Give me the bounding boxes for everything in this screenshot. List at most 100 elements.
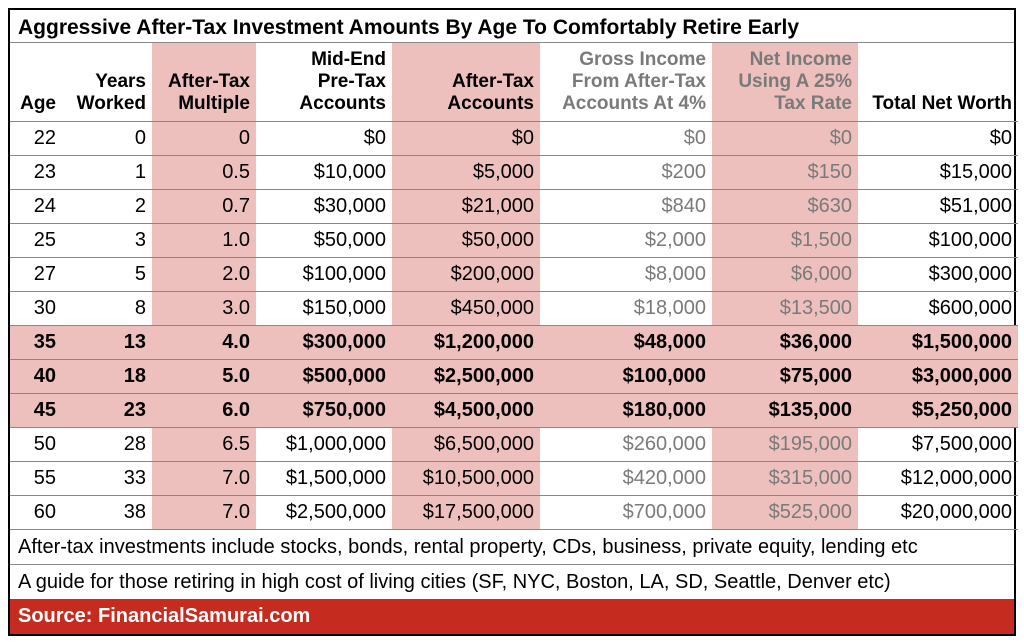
cell-gross: $200 [540, 155, 712, 189]
cell-aftertax: $5,000 [392, 155, 540, 189]
cell-aftertax: $17,500,000 [392, 495, 540, 529]
table-title: Aggressive After-Tax Investment Amounts … [10, 10, 1014, 43]
table-head: AgeYearsWorkedAfter-TaxMultipleMid-EndPr… [10, 43, 1018, 121]
table-row: 45236.0$750,000$4,500,000$180,000$135,00… [10, 393, 1018, 427]
footnote: A guide for those retiring in high cost … [10, 564, 1014, 599]
col-header-gross: Gross IncomeFrom After-TaxAccounts At 4% [540, 43, 712, 121]
cell-gross: $8,000 [540, 257, 712, 291]
cell-years: 2 [62, 189, 152, 223]
cell-years: 0 [62, 121, 152, 155]
table-row: 2752.0$100,000$200,000$8,000$6,000$300,0… [10, 257, 1018, 291]
col-header-net: Net IncomeUsing A 25%Tax Rate [712, 43, 858, 121]
cell-mult: 1.0 [152, 223, 256, 257]
cell-aftertax: $1,200,000 [392, 325, 540, 359]
table-row: 2531.0$50,000$50,000$2,000$1,500$100,000 [10, 223, 1018, 257]
cell-years: 23 [62, 393, 152, 427]
cell-age: 40 [10, 359, 62, 393]
cell-net: $195,000 [712, 427, 858, 461]
cell-gross: $18,000 [540, 291, 712, 325]
cell-gross: $420,000 [540, 461, 712, 495]
cell-net: $1,500 [712, 223, 858, 257]
cell-net: $315,000 [712, 461, 858, 495]
cell-net: $630 [712, 189, 858, 223]
table-row: 3083.0$150,000$450,000$18,000$13,500$600… [10, 291, 1018, 325]
col-header-age: Age [10, 43, 62, 121]
cell-years: 3 [62, 223, 152, 257]
cell-net: $0 [712, 121, 858, 155]
cell-pretax: $100,000 [256, 257, 392, 291]
cell-net: $150 [712, 155, 858, 189]
cell-age: 45 [10, 393, 62, 427]
cell-age: 25 [10, 223, 62, 257]
cell-net: $13,500 [712, 291, 858, 325]
investment-table: AgeYearsWorkedAfter-TaxMultipleMid-EndPr… [10, 43, 1018, 530]
source-attribution: Source: FinancialSamurai.com [10, 599, 1014, 634]
cell-gross: $100,000 [540, 359, 712, 393]
cell-aftertax: $2,500,000 [392, 359, 540, 393]
cell-pretax: $1,000,000 [256, 427, 392, 461]
cell-aftertax: $10,500,000 [392, 461, 540, 495]
cell-years: 1 [62, 155, 152, 189]
cell-mult: 7.0 [152, 461, 256, 495]
cell-age: 50 [10, 427, 62, 461]
cell-years: 5 [62, 257, 152, 291]
cell-networth: $51,000 [858, 189, 1018, 223]
cell-networth: $15,000 [858, 155, 1018, 189]
cell-gross: $180,000 [540, 393, 712, 427]
cell-years: 18 [62, 359, 152, 393]
cell-net: $525,000 [712, 495, 858, 529]
cell-pretax: $1,500,000 [256, 461, 392, 495]
cell-net: $135,000 [712, 393, 858, 427]
table-row: 2420.7$30,000$21,000$840$630$51,000 [10, 189, 1018, 223]
cell-networth: $0 [858, 121, 1018, 155]
cell-mult: 3.0 [152, 291, 256, 325]
cell-networth: $12,000,000 [858, 461, 1018, 495]
cell-networth: $3,000,000 [858, 359, 1018, 393]
cell-mult: 2.0 [152, 257, 256, 291]
cell-aftertax: $450,000 [392, 291, 540, 325]
cell-net: $75,000 [712, 359, 858, 393]
cell-years: 8 [62, 291, 152, 325]
cell-pretax: $10,000 [256, 155, 392, 189]
cell-gross: $260,000 [540, 427, 712, 461]
col-header-networth: Total Net Worth [858, 43, 1018, 121]
cell-years: 28 [62, 427, 152, 461]
cell-pretax: $750,000 [256, 393, 392, 427]
col-header-aftertax: After-TaxAccounts [392, 43, 540, 121]
cell-networth: $20,000,000 [858, 495, 1018, 529]
cell-networth: $1,500,000 [858, 325, 1018, 359]
footnotes: After-tax investments include stocks, bo… [10, 530, 1014, 599]
cell-aftertax: $4,500,000 [392, 393, 540, 427]
cell-mult: 0.5 [152, 155, 256, 189]
cell-years: 33 [62, 461, 152, 495]
cell-mult: 7.0 [152, 495, 256, 529]
table-row: 55337.0$1,500,000$10,500,000$420,000$315… [10, 461, 1018, 495]
cell-aftertax: $50,000 [392, 223, 540, 257]
table-body: 2200$0$0$0$0$02310.5$10,000$5,000$200$15… [10, 121, 1018, 529]
cell-aftertax: $0 [392, 121, 540, 155]
cell-aftertax: $6,500,000 [392, 427, 540, 461]
header-row: AgeYearsWorkedAfter-TaxMultipleMid-EndPr… [10, 43, 1018, 121]
col-header-mult: After-TaxMultiple [152, 43, 256, 121]
cell-mult: 0.7 [152, 189, 256, 223]
cell-gross: $0 [540, 121, 712, 155]
cell-mult: 6.0 [152, 393, 256, 427]
col-header-pretax: Mid-EndPre-TaxAccounts [256, 43, 392, 121]
table-row: 40185.0$500,000$2,500,000$100,000$75,000… [10, 359, 1018, 393]
cell-age: 60 [10, 495, 62, 529]
cell-pretax: $300,000 [256, 325, 392, 359]
cell-age: 22 [10, 121, 62, 155]
cell-age: 55 [10, 461, 62, 495]
cell-gross: $700,000 [540, 495, 712, 529]
cell-mult: 4.0 [152, 325, 256, 359]
table-row: 60387.0$2,500,000$17,500,000$700,000$525… [10, 495, 1018, 529]
cell-pretax: $0 [256, 121, 392, 155]
cell-networth: $5,250,000 [858, 393, 1018, 427]
cell-years: 13 [62, 325, 152, 359]
cell-mult: 5.0 [152, 359, 256, 393]
cell-age: 30 [10, 291, 62, 325]
cell-age: 27 [10, 257, 62, 291]
cell-networth: $100,000 [858, 223, 1018, 257]
cell-gross: $48,000 [540, 325, 712, 359]
table-row: 2310.5$10,000$5,000$200$150$15,000 [10, 155, 1018, 189]
